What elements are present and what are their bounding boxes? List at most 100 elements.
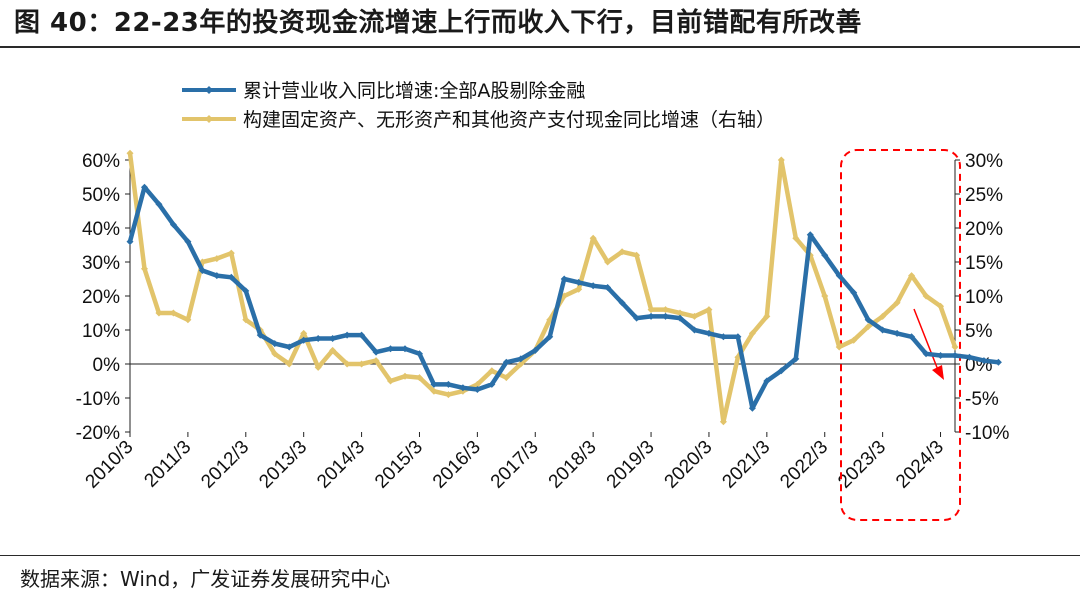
data-point <box>951 352 959 359</box>
data-point <box>242 316 250 324</box>
data-point <box>994 358 1002 366</box>
data-point <box>140 183 148 191</box>
data-point <box>560 275 568 283</box>
data-point <box>517 360 525 368</box>
series-line <box>127 152 958 425</box>
data-point <box>184 238 192 246</box>
data-point <box>662 306 670 314</box>
data-point <box>734 333 742 341</box>
right-tick-label: 15% <box>965 253 1003 274</box>
data-point <box>763 377 771 385</box>
trend-arrow-head <box>932 365 944 380</box>
data-point <box>618 299 626 307</box>
data-point <box>415 350 423 358</box>
right-tick-label: 5% <box>965 321 993 342</box>
left-tick-label: 0% <box>93 355 121 376</box>
legend-marker-revenue <box>205 86 213 94</box>
data-point <box>864 323 872 331</box>
x-tick-label: 2020/3 <box>661 437 717 493</box>
data-point <box>575 285 583 293</box>
data-point <box>198 267 206 274</box>
x-tick-label: 2012/3 <box>197 437 253 493</box>
data-point <box>430 380 438 388</box>
right-tick-label: 25% <box>965 185 1003 206</box>
x-tick-label: 2018/3 <box>545 437 601 493</box>
data-point <box>980 357 988 365</box>
data-point <box>705 306 713 314</box>
data-point <box>300 329 308 337</box>
x-tick-label: 2015/3 <box>371 437 427 493</box>
data-point <box>589 234 597 242</box>
data-point <box>169 309 177 317</box>
data-point <box>227 249 235 257</box>
series-revenue <box>126 183 1002 412</box>
data-point <box>676 314 684 322</box>
data-point <box>300 336 308 344</box>
data-point <box>690 312 698 320</box>
data-point <box>227 273 235 281</box>
figure-title: 图 40：22-23年的投资现金流增速上行而收入下行，目前错配有所改善 <box>14 8 862 38</box>
data-point <box>604 258 612 266</box>
data-point <box>213 255 221 263</box>
data-point <box>850 336 858 344</box>
data-point <box>343 360 351 368</box>
x-tick-label: 2022/3 <box>776 437 832 493</box>
data-point <box>821 292 829 300</box>
data-point <box>633 251 641 259</box>
data-point <box>690 326 698 334</box>
data-point <box>155 309 163 317</box>
data-point <box>676 309 684 317</box>
data-point <box>140 265 148 273</box>
left-tick-label: 60% <box>82 151 120 172</box>
data-point <box>184 316 192 324</box>
data-point <box>546 333 554 341</box>
data-point <box>444 380 452 388</box>
data-point <box>401 372 409 380</box>
data-point <box>965 353 973 361</box>
highlight-box <box>840 149 961 521</box>
data-point <box>719 418 727 426</box>
left-tick-label: 10% <box>82 321 120 342</box>
series-capex <box>126 149 959 426</box>
data-point <box>430 387 438 395</box>
data-point <box>502 358 510 366</box>
chart-annotations <box>840 149 961 521</box>
x-tick-label: 2011/3 <box>140 437 195 492</box>
data-point <box>358 331 366 339</box>
data-point <box>705 329 713 337</box>
source-divider <box>0 555 1080 556</box>
data-point <box>589 282 597 290</box>
data-point <box>937 352 945 359</box>
data-point <box>893 299 901 307</box>
x-tick-label: 2017/3 <box>487 437 543 493</box>
data-point <box>575 278 583 286</box>
data-point <box>835 272 843 280</box>
data-point <box>908 272 916 280</box>
data-point <box>864 316 872 324</box>
line-chart: 累计营业收入同比增速:全部A股剔除金融 构建固定资产、无形资产和其他资产支付现金… <box>76 80 1009 521</box>
data-point <box>806 231 814 239</box>
source-note: 数据来源：Wind，广发证券发展研究中心 <box>20 567 391 591</box>
data-point <box>662 312 670 320</box>
data-point <box>271 340 279 348</box>
data-point <box>285 360 293 368</box>
data-point <box>748 329 756 337</box>
data-point <box>126 238 134 246</box>
data-point <box>242 287 250 295</box>
left-tick-label: -20% <box>76 423 120 444</box>
data-point <box>908 333 916 341</box>
x-tick-label: 2016/3 <box>429 437 485 493</box>
data-point <box>517 355 525 363</box>
x-tick-label: 2021/3 <box>718 437 774 493</box>
x-tick-label: 2024/3 <box>892 437 948 493</box>
data-point <box>719 333 727 341</box>
data-point <box>879 312 887 320</box>
data-point <box>748 404 756 412</box>
data-point <box>387 377 395 385</box>
data-point <box>473 380 481 388</box>
chart-series <box>126 149 1002 426</box>
data-point <box>488 380 496 388</box>
data-point <box>387 345 395 353</box>
data-point <box>213 272 221 280</box>
data-point <box>329 346 337 354</box>
